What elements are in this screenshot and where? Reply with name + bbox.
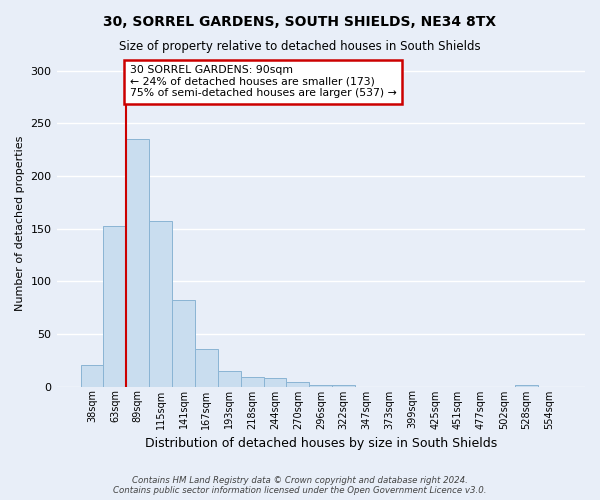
Bar [286,382,310,386]
Bar [149,221,172,386]
Text: Size of property relative to detached houses in South Shields: Size of property relative to detached ho… [119,40,481,53]
Bar [103,226,127,386]
Bar [127,139,149,386]
Text: Contains HM Land Registry data © Crown copyright and database right 2024.
Contai: Contains HM Land Registry data © Crown c… [113,476,487,495]
Bar [195,348,218,387]
Bar [172,300,195,386]
Bar [218,370,241,386]
Bar [241,377,263,386]
X-axis label: Distribution of detached houses by size in South Shields: Distribution of detached houses by size … [145,437,497,450]
Bar [80,366,103,386]
Y-axis label: Number of detached properties: Number of detached properties [15,136,25,311]
Text: 30 SORREL GARDENS: 90sqm
← 24% of detached houses are smaller (173)
75% of semi-: 30 SORREL GARDENS: 90sqm ← 24% of detach… [130,66,397,98]
Bar [263,378,286,386]
Text: 30, SORREL GARDENS, SOUTH SHIELDS, NE34 8TX: 30, SORREL GARDENS, SOUTH SHIELDS, NE34 … [103,15,497,29]
